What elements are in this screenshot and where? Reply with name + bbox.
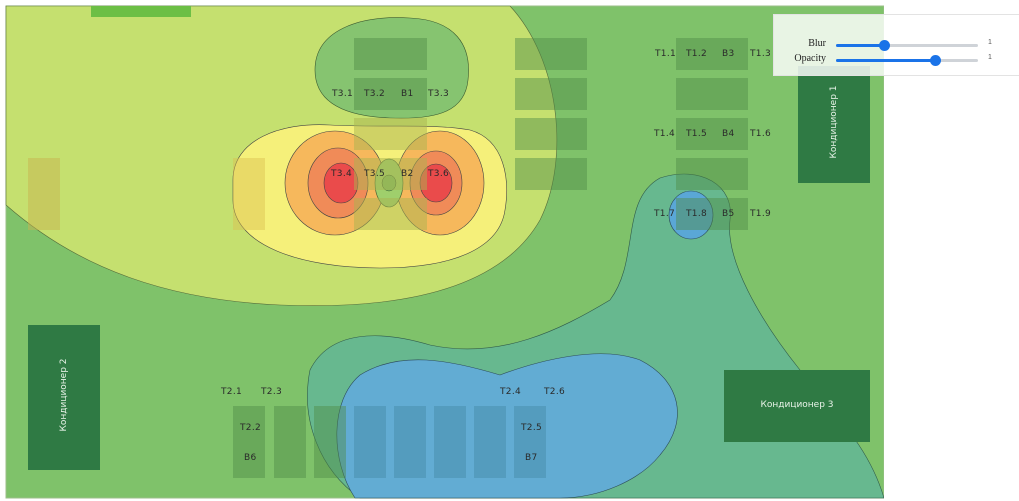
heatmap-layer xyxy=(5,5,884,499)
racks-group xyxy=(28,38,748,478)
rack xyxy=(354,406,386,478)
sensor-label: B3 xyxy=(722,49,735,59)
sensor-label: B1 xyxy=(401,89,414,99)
rack xyxy=(314,406,346,478)
sensor-label: T2.4 xyxy=(500,387,522,397)
conditioner-2 xyxy=(28,325,100,470)
opacity-slider-thumb[interactable] xyxy=(930,55,942,66)
conditioner-3-label: Кондиционер 3 xyxy=(760,400,834,410)
sensor-label: T1.8 xyxy=(686,209,708,219)
sensor-label: T1.1 xyxy=(655,49,677,59)
rack xyxy=(233,158,265,230)
rack xyxy=(676,118,748,150)
rack xyxy=(394,406,426,478)
sensor-label: T3.3 xyxy=(428,89,450,99)
blur-slider-fill xyxy=(836,44,885,47)
sensor-label: T1.9 xyxy=(750,209,772,219)
rack xyxy=(474,406,506,478)
rack xyxy=(515,158,587,190)
rack xyxy=(676,158,748,190)
conditioner-1 xyxy=(798,66,870,183)
rack xyxy=(354,198,427,230)
rack xyxy=(354,38,427,70)
rack xyxy=(434,406,466,478)
opacity-control: Opacity 1 xyxy=(774,53,1019,67)
heatmap-green-blob xyxy=(314,17,469,119)
sensor-label: T1.2 xyxy=(686,49,708,59)
conditioner-3 xyxy=(724,370,870,442)
rack xyxy=(274,406,306,478)
blur-slider-thumb[interactable] xyxy=(879,40,891,51)
sensor-label: T2.2 xyxy=(240,423,262,433)
right-pane xyxy=(884,0,1019,501)
rack xyxy=(354,78,427,110)
sensor-label: T3.6 xyxy=(428,169,450,179)
rack xyxy=(676,198,748,230)
rack xyxy=(514,406,546,478)
opacity-value: 1 xyxy=(988,54,992,61)
rack xyxy=(515,38,587,70)
rack xyxy=(28,158,60,230)
opacity-slider[interactable] xyxy=(836,55,978,66)
sensor-label: T2.5 xyxy=(521,423,543,433)
blur-value: 1 xyxy=(988,39,992,46)
rack xyxy=(515,118,587,150)
sensor-label: T1.3 xyxy=(750,49,772,59)
rack xyxy=(515,78,587,110)
blur-label: Blur xyxy=(808,38,826,49)
sensor-label: T3.2 xyxy=(364,89,386,99)
conditioner-1-label: Кондиционер 1 xyxy=(829,85,839,159)
rack xyxy=(233,406,265,478)
sensor-label: B7 xyxy=(525,453,538,463)
conditioner-2-label: Кондиционер 2 xyxy=(59,358,69,432)
sensor-label: T1.4 xyxy=(654,129,676,139)
blur-slider[interactable] xyxy=(836,40,978,51)
sensor-label: T1.5 xyxy=(686,129,708,139)
sensor-label: T2.6 xyxy=(544,387,566,397)
rack xyxy=(676,78,748,110)
sensor-label: B2 xyxy=(401,169,414,179)
heatmap-cold-spot xyxy=(668,190,714,240)
rack xyxy=(354,118,427,150)
door-marker xyxy=(91,6,191,17)
opacity-label: Opacity xyxy=(794,53,826,64)
opacity-slider-fill xyxy=(836,59,936,62)
heatmap-cold-zone xyxy=(336,353,678,499)
sensor-label: T3.5 xyxy=(364,169,386,179)
sensor-label: B5 xyxy=(722,209,735,219)
sensor-label: T2.3 xyxy=(261,387,283,397)
sensor-label: T3.1 xyxy=(332,89,354,99)
sensor-label: T3.4 xyxy=(331,169,353,179)
heatmap-controls: Blur 1 Opacity 1 xyxy=(773,14,1019,76)
sensor-label: T1.6 xyxy=(750,129,772,139)
rack xyxy=(354,158,427,190)
blur-control: Blur 1 xyxy=(774,38,1019,52)
sensor-label: T1.7 xyxy=(654,209,676,219)
sensor-label: T2.1 xyxy=(221,387,243,397)
sensor-label: B6 xyxy=(244,453,257,463)
sensor-label: B4 xyxy=(722,129,735,139)
rack xyxy=(676,38,748,70)
